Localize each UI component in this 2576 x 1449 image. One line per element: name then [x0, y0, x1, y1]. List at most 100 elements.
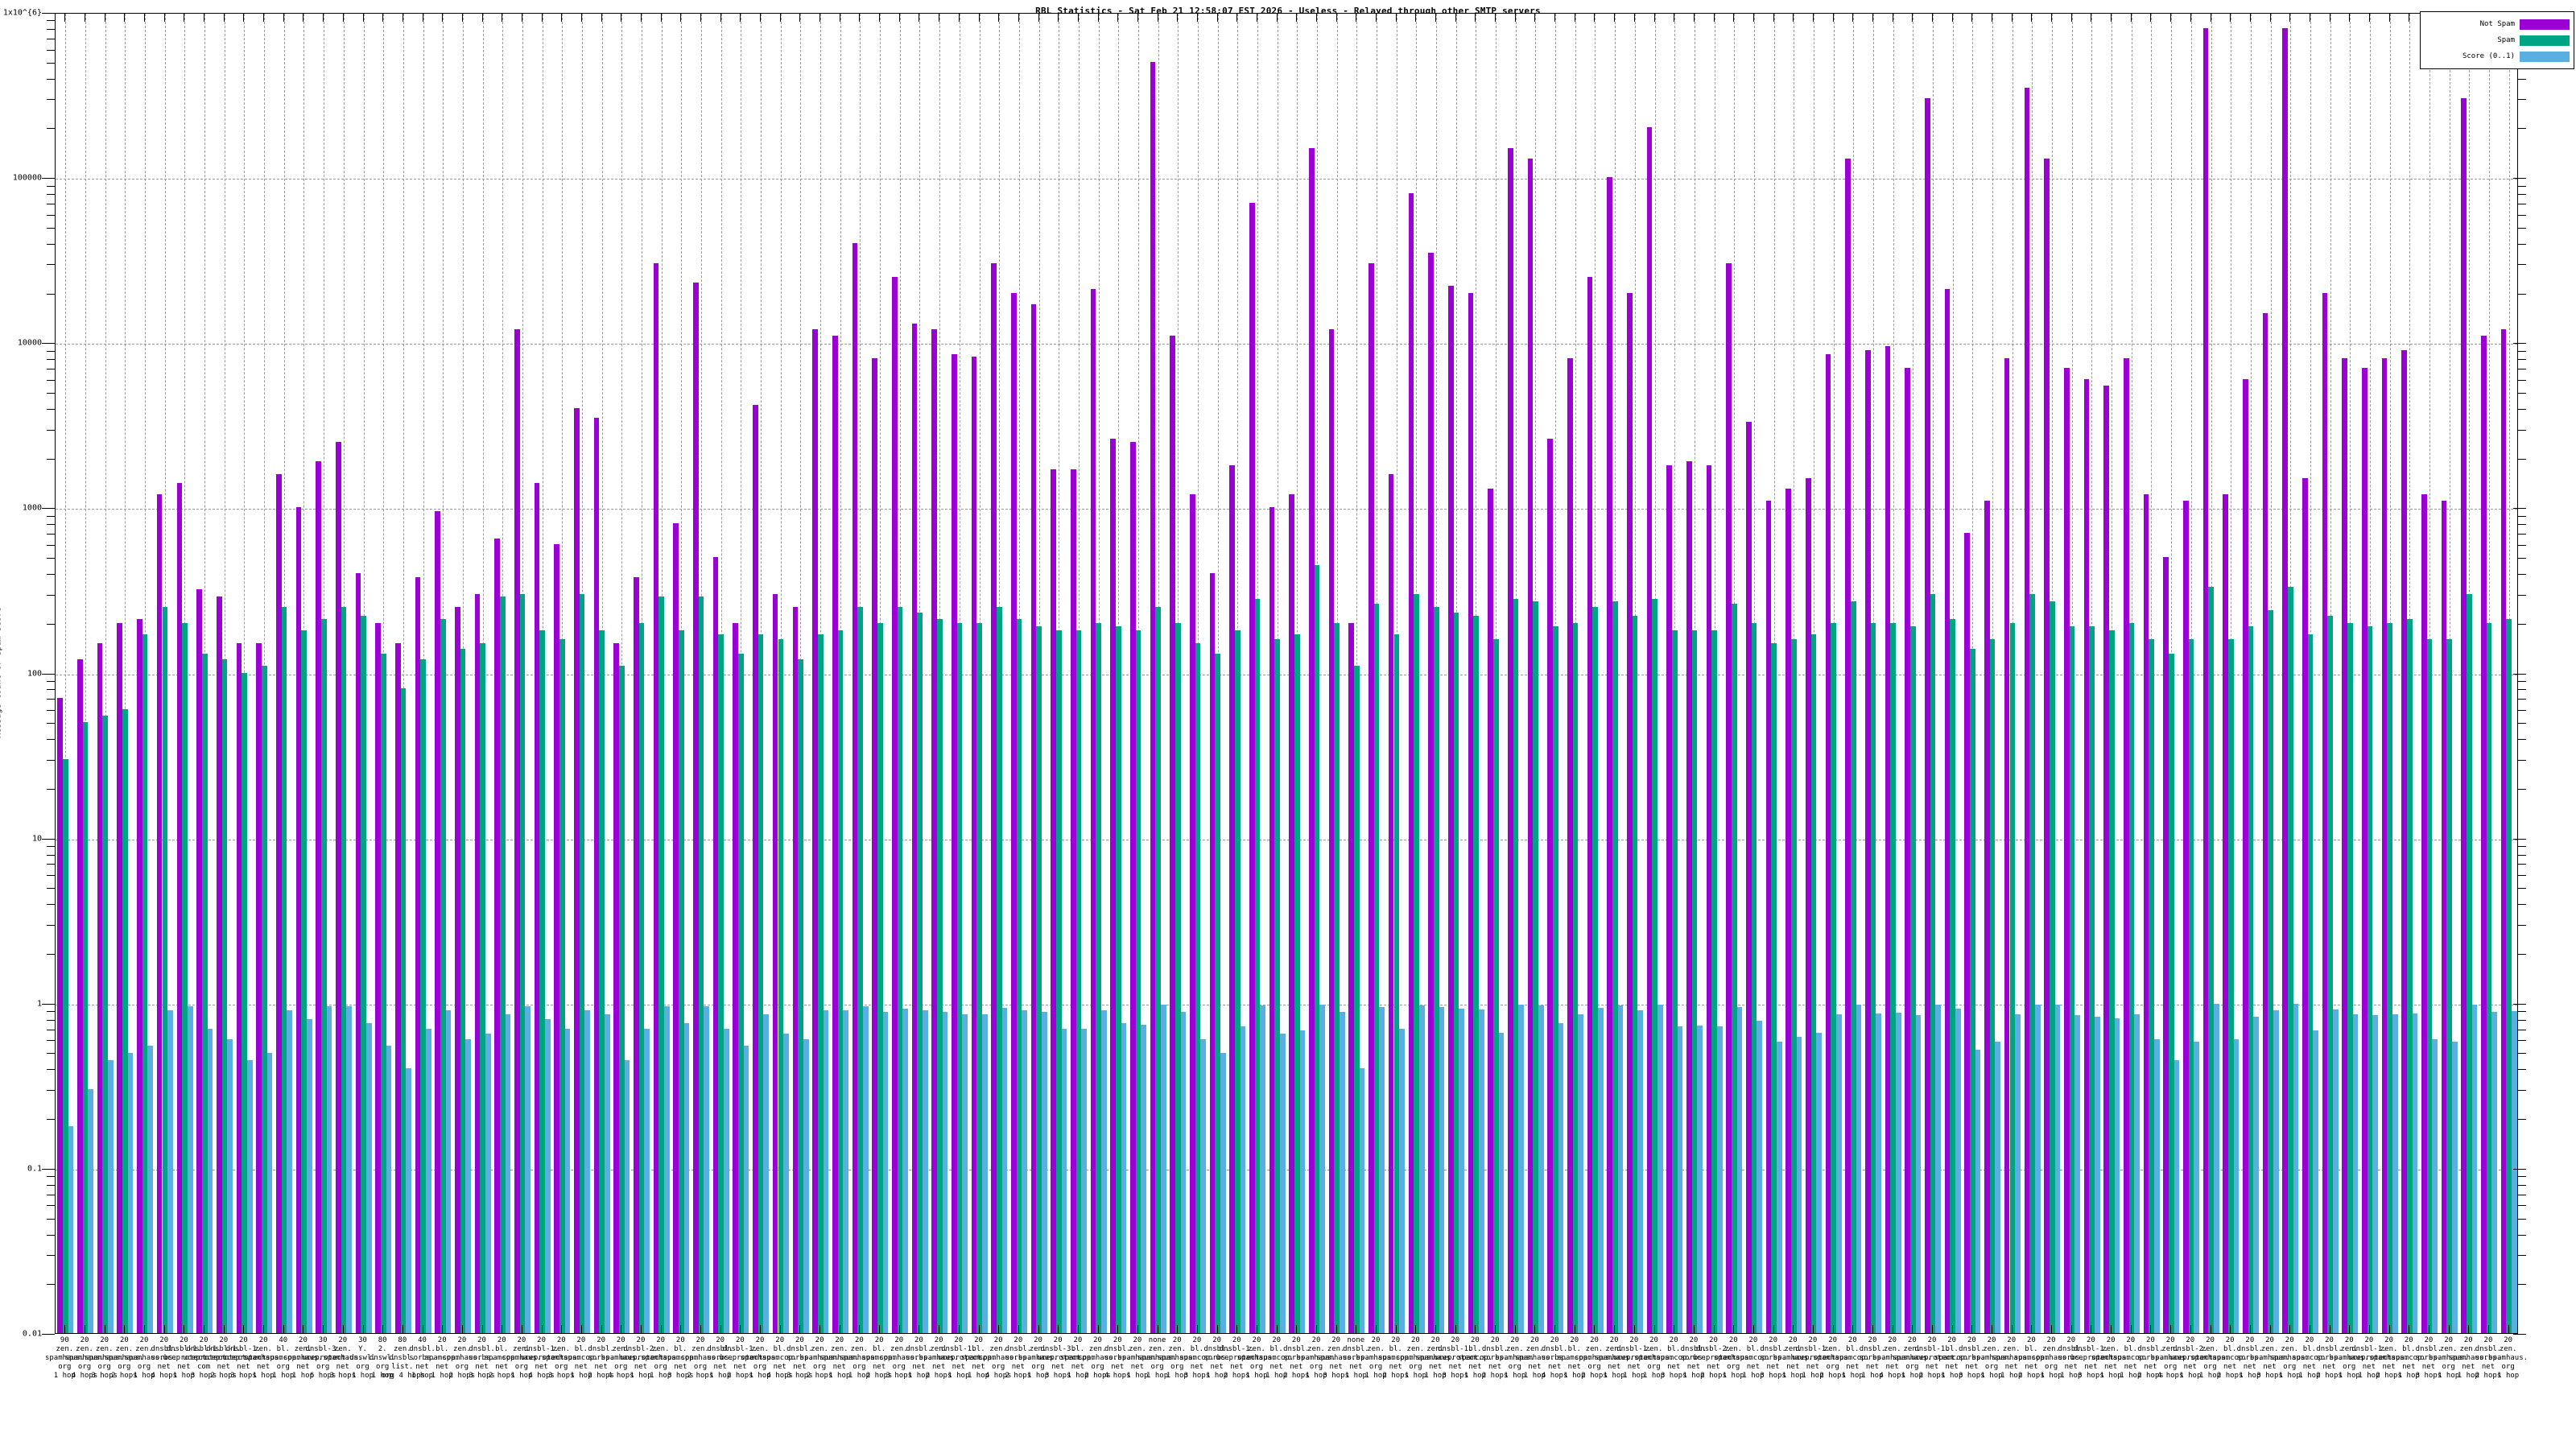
bar-group[interactable]: [1843, 14, 1864, 1333]
bar-spam[interactable]: [63, 758, 68, 1333]
bar-group[interactable]: [353, 14, 374, 1333]
bar-score[interactable]: [1340, 1012, 1345, 1333]
bar-group[interactable]: [1446, 14, 1466, 1333]
bar-spam[interactable]: [1016, 619, 1022, 1333]
bar-not-spam[interactable]: [931, 329, 937, 1333]
bar-not-spam[interactable]: [1925, 98, 1930, 1333]
bar-spam[interactable]: [2347, 622, 2353, 1333]
bar-score[interactable]: [1975, 1050, 1981, 1333]
bar-not-spam[interactable]: [2024, 87, 2030, 1333]
bar-group[interactable]: [214, 14, 234, 1333]
bar-not-spam[interactable]: [753, 404, 758, 1333]
bar-spam[interactable]: [361, 616, 366, 1333]
bar-group[interactable]: [453, 14, 473, 1333]
bar-not-spam[interactable]: [1348, 622, 1355, 1333]
bar-spam[interactable]: [2486, 622, 2492, 1333]
bar-score[interactable]: [227, 1039, 233, 1333]
bar-score[interactable]: [406, 1068, 411, 1333]
bar-group[interactable]: [195, 14, 215, 1333]
bar-not-spam[interactable]: [196, 588, 202, 1333]
bar-not-spam[interactable]: [117, 622, 123, 1333]
bar-not-spam[interactable]: [2163, 557, 2169, 1333]
bar-spam[interactable]: [201, 654, 208, 1333]
bar-group[interactable]: [2439, 14, 2459, 1333]
bar-not-spam[interactable]: [1666, 465, 1672, 1333]
bar-spam[interactable]: [182, 622, 188, 1333]
bar-score[interactable]: [1041, 1012, 1047, 1333]
bar-score[interactable]: [207, 1028, 213, 1333]
bar-not-spam[interactable]: [2103, 385, 2109, 1333]
bar-score[interactable]: [1697, 1025, 1703, 1333]
bar-not-spam[interactable]: [275, 473, 282, 1333]
bar-not-spam[interactable]: [2381, 358, 2388, 1333]
bar-spam[interactable]: [1810, 634, 1817, 1333]
bar-group[interactable]: [493, 14, 513, 1333]
bar-score[interactable]: [624, 1059, 630, 1333]
bar-spam[interactable]: [2446, 638, 2453, 1333]
bar-spam[interactable]: [1950, 619, 1956, 1333]
bar-group[interactable]: [1546, 14, 1566, 1333]
bar-score[interactable]: [1459, 1009, 1464, 1333]
bar-not-spam[interactable]: [2242, 378, 2248, 1333]
bar-not-spam[interactable]: [534, 483, 540, 1333]
bar-spam[interactable]: [1890, 622, 1897, 1333]
bar-group[interactable]: [234, 14, 254, 1333]
bar-spam[interactable]: [1910, 626, 1916, 1333]
bar-not-spam[interactable]: [2063, 368, 2070, 1333]
bar-spam[interactable]: [2188, 638, 2194, 1333]
bar-group[interactable]: [2340, 14, 2360, 1333]
bar-spam[interactable]: [778, 638, 784, 1333]
bar-spam[interactable]: [738, 654, 744, 1333]
bar-not-spam[interactable]: [335, 441, 341, 1333]
bar-score[interactable]: [1717, 1026, 1723, 1333]
bar-not-spam[interactable]: [455, 606, 460, 1333]
bar-score[interactable]: [1379, 1007, 1385, 1333]
bar-spam[interactable]: [658, 596, 665, 1333]
bar-group[interactable]: [2499, 14, 2517, 1333]
bar-spam[interactable]: [897, 606, 903, 1333]
bar-spam[interactable]: [698, 596, 704, 1333]
bar-score[interactable]: [683, 1023, 690, 1333]
bar-group[interactable]: [1585, 14, 1605, 1333]
bar-not-spam[interactable]: [256, 643, 262, 1333]
bar-group[interactable]: [95, 14, 115, 1333]
bar-score[interactable]: [1757, 1020, 1763, 1333]
bar-score[interactable]: [2074, 1015, 2080, 1333]
bar-group[interactable]: [1426, 14, 1447, 1333]
bar-spam[interactable]: [440, 619, 446, 1333]
bar-spam[interactable]: [2268, 609, 2273, 1333]
bar-score[interactable]: [2153, 1039, 2160, 1333]
bar-score[interactable]: [2174, 1059, 2180, 1333]
bar-score[interactable]: [2471, 1004, 2478, 1333]
bar-score[interactable]: [1518, 1005, 1524, 1333]
bar-group[interactable]: [2360, 14, 2380, 1333]
bar-group[interactable]: [1565, 14, 1585, 1333]
bar-score[interactable]: [1777, 1042, 1782, 1333]
bar-group[interactable]: [2102, 14, 2122, 1333]
bar-spam[interactable]: [996, 606, 1002, 1333]
bar-not-spam[interactable]: [216, 596, 222, 1333]
bar-not-spam[interactable]: [1229, 465, 1236, 1333]
bar-not-spam[interactable]: [693, 283, 699, 1333]
bar-spam[interactable]: [539, 630, 546, 1333]
bar-group[interactable]: [751, 14, 771, 1333]
bar-spam[interactable]: [1334, 622, 1340, 1333]
bar-spam[interactable]: [1870, 622, 1876, 1333]
bar-group[interactable]: [1525, 14, 1546, 1333]
bar-spam[interactable]: [1652, 598, 1657, 1333]
bar-group[interactable]: [1864, 14, 1884, 1333]
bar-score[interactable]: [1418, 1005, 1425, 1333]
bar-spam[interactable]: [2287, 587, 2293, 1333]
bar-not-spam[interactable]: [712, 557, 719, 1333]
bar-group[interactable]: [552, 14, 572, 1333]
bar-not-spam[interactable]: [613, 643, 620, 1333]
bar-not-spam[interactable]: [574, 407, 580, 1333]
bar-spam[interactable]: [1036, 626, 1042, 1333]
bar-group[interactable]: [830, 14, 850, 1333]
bar-score[interactable]: [882, 1012, 889, 1333]
bar-spam[interactable]: [320, 619, 327, 1333]
bar-score[interactable]: [365, 1023, 372, 1333]
bar-score[interactable]: [545, 1018, 551, 1333]
bar-score[interactable]: [1498, 1032, 1505, 1333]
bar-spam[interactable]: [1851, 601, 1856, 1333]
